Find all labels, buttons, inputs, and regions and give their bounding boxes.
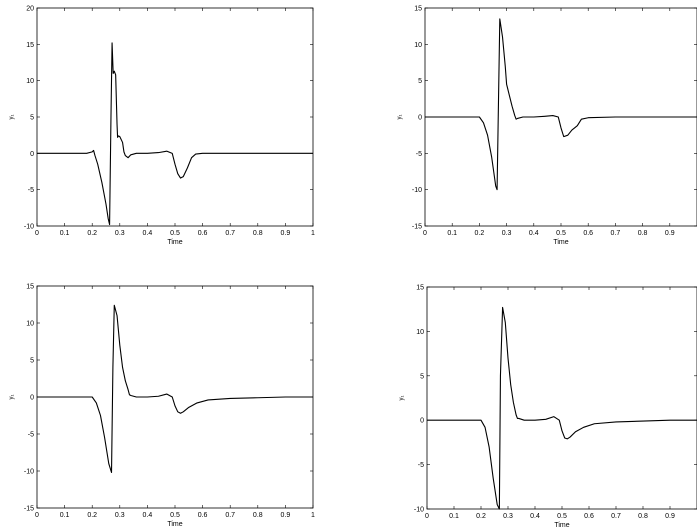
y-tick-label: 15 (416, 285, 424, 292)
x-tick-label: 0.6 (198, 230, 208, 237)
series-line-1 (427, 306, 697, 510)
y-axis-label: y₁ (399, 395, 405, 400)
x-tick-label: 0.7 (611, 230, 621, 237)
series-line-1 (37, 42, 313, 226)
x-tick-label: 0.7 (611, 513, 621, 520)
x-tick-label: 0.7 (225, 230, 235, 237)
y-tick-label: 5 (30, 358, 34, 365)
y-tick-label: 20 (26, 6, 34, 13)
subplot-3: 0 0.1 0.2 0.3 0.4 0.5 0.6 0.7 0.8 0.9 1 -15 -10 -5 0 5 1… (9, 284, 315, 529)
x-tick-label: 0.3 (115, 512, 125, 519)
series-line-1 (37, 304, 313, 474)
y-tick-label: -15 (412, 224, 422, 231)
x-tick-label: 0.9 (281, 512, 291, 519)
x-tick-label: 0.1 (447, 230, 457, 237)
y-tick-label: 15 (26, 284, 34, 291)
x-tick-label: 0.8 (638, 513, 648, 520)
x-tick-label: 0.2 (475, 230, 485, 237)
x-tick-label: 0.4 (529, 230, 539, 237)
y-tick-label: 5 (418, 78, 422, 85)
x-tick-label: 1 (311, 230, 315, 237)
x-tick-label: 0.8 (253, 230, 263, 237)
y-tick-label: 10 (26, 321, 34, 328)
x-tick-label: 0.2 (476, 513, 486, 520)
x-tick-label: 0.7 (225, 512, 235, 519)
y-tick-label: -5 (416, 151, 422, 158)
y-tick-label: 0 (30, 395, 34, 402)
axes-box (36, 7, 314, 227)
y-tick-label: 15 (26, 42, 34, 49)
x-tick-label: 0.5 (557, 513, 567, 520)
y-tick-label: 0 (420, 418, 424, 425)
x-axis-label: Time (553, 239, 568, 246)
y-tick-label: -15 (24, 506, 34, 513)
x-tick-label: 0.2 (87, 230, 97, 237)
x-tick-label: 0.5 (556, 230, 566, 237)
x-tick-label: 0 (425, 513, 429, 520)
x-axis-label: Time (167, 521, 182, 528)
y-tick-label: -10 (24, 224, 34, 231)
x-tick-label: 0 (423, 230, 427, 237)
x-tick-label: 0.2 (87, 512, 97, 519)
x-tick-label: 0.5 (170, 230, 180, 237)
subplot-2: 0 0.1 0.2 0.3 0.4 0.5 0.6 0.7 0.8 0.9 -15 -10 -5 0 5 10… (397, 6, 697, 246)
x-tick-label: 0.4 (143, 512, 153, 519)
x-tick-label: 0.1 (449, 513, 459, 520)
y-axis-label: y₁ (9, 394, 15, 399)
x-tick-label: 1 (311, 512, 315, 519)
x-tick-label: 0.4 (530, 513, 540, 520)
y-tick-label: 0 (30, 151, 34, 158)
subplot-4: 0 0.1 0.2 0.3 0.4 0.5 0.6 0.7 0.8 0.9 -10 -5 0 5 10 15 T… (399, 285, 697, 529)
y-tick-label: 15 (414, 6, 422, 13)
x-tick-label: 0.8 (253, 512, 263, 519)
y-tick-label: -5 (28, 187, 34, 194)
x-axis-label: Time (554, 522, 569, 529)
y-tick-label: 10 (26, 78, 34, 85)
y-tick-label: 5 (30, 115, 34, 122)
y-tick-label: -5 (418, 462, 424, 469)
y-tick-label: -5 (28, 432, 34, 439)
x-tick-label: 0.9 (281, 230, 291, 237)
y-tick-label: -10 (412, 187, 422, 194)
x-tick-label: 0 (35, 230, 39, 237)
x-tick-label: 0.1 (60, 512, 70, 519)
x-tick-label: 0.9 (665, 230, 675, 237)
x-tick-label: 0.4 (143, 230, 153, 237)
x-tick-label: 0.1 (60, 230, 70, 237)
y-tick-label: 10 (416, 329, 424, 336)
y-tick-label: -10 (24, 469, 34, 476)
y-tick-label: 10 (414, 42, 422, 49)
x-tick-label: 0.3 (503, 513, 513, 520)
x-tick-label: 0.6 (584, 513, 594, 520)
x-tick-label: 0.8 (638, 230, 648, 237)
y-tick-label: -10 (414, 507, 424, 514)
subplot-1: 0 0.1 0.2 0.3 0.4 0.5 0.6 0.7 0.8 0.9 1 -10 -5 0 5 10 15… (9, 6, 315, 247)
x-tick-label: 0.3 (502, 230, 512, 237)
x-tick-label: 0.3 (115, 230, 125, 237)
x-tick-label: 0.6 (198, 512, 208, 519)
x-tick-label: 0.6 (583, 230, 593, 237)
series-line-1 (425, 18, 697, 191)
x-axis-label: Time (167, 239, 182, 246)
y-tick-label: 0 (418, 115, 422, 122)
y-axis-label: y₁ (9, 114, 15, 119)
x-tick-label: 0 (35, 512, 39, 519)
y-tick-label: 5 (420, 373, 424, 380)
x-tick-label: 0.5 (170, 512, 180, 519)
x-tick-label: 0.9 (665, 513, 675, 520)
y-axis-label: y₁ (397, 114, 403, 119)
axes-box (426, 286, 697, 510)
